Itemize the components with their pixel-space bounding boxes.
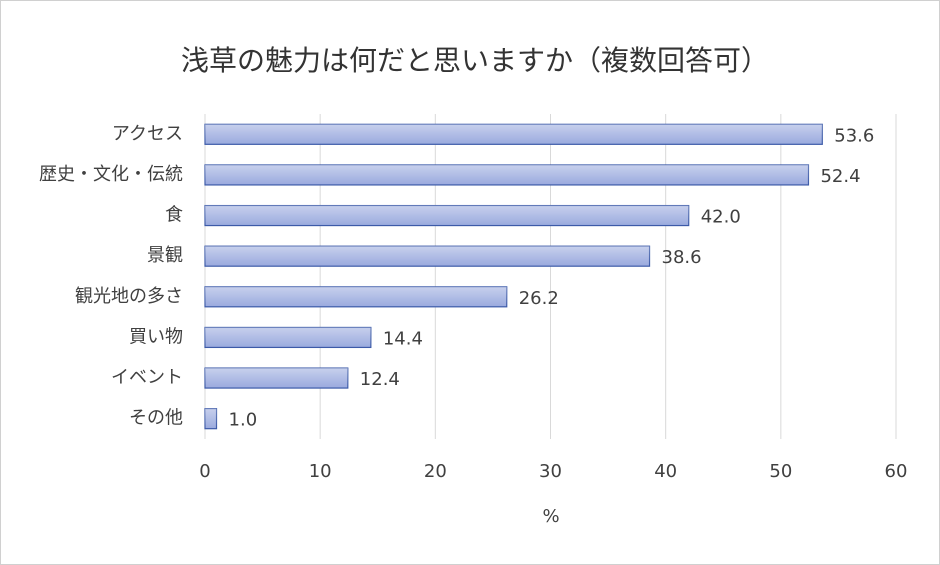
data-label: 42.0: [701, 207, 741, 228]
data-label: 26.2: [519, 288, 559, 309]
bar-shine: [205, 368, 348, 389]
y-tick-label: 観光地の多さ: [75, 286, 183, 307]
y-tick-label: 歴史・文化・伝統: [39, 164, 183, 185]
chart-title: 浅草の魅力は何だと思いますか（複数回答可）: [181, 44, 769, 77]
x-tick-label: 20: [424, 461, 447, 482]
x-tick-label: 50: [769, 461, 792, 482]
bar-shine: [205, 164, 809, 185]
data-label: 12.4: [360, 369, 400, 390]
data-label: 52.4: [820, 166, 860, 187]
data-label: 14.4: [383, 328, 423, 349]
bar-shine: [205, 327, 371, 348]
x-tick-label: 60: [885, 461, 908, 482]
y-tick-label: その他: [129, 408, 183, 429]
x-tick-label: 0: [199, 461, 210, 482]
bar-shine: [205, 205, 689, 226]
data-label: 38.6: [662, 247, 702, 268]
x-tick-label: 10: [309, 461, 332, 482]
bar-shine: [205, 286, 507, 307]
y-tick-label: イベント: [111, 367, 183, 388]
x-tick-label: 30: [539, 461, 562, 482]
x-axis-label: %: [542, 506, 559, 527]
bar-shine: [205, 124, 823, 145]
y-tick-label: 食: [165, 205, 183, 226]
data-label: 53.6: [834, 125, 874, 146]
bar-shine: [205, 246, 650, 267]
data-label: 1.0: [229, 410, 258, 431]
y-tick-label: 買い物: [129, 326, 183, 347]
bars: [204, 123, 823, 430]
x-tick-label: 40: [654, 461, 677, 482]
bar-shine: [205, 408, 217, 429]
y-tick-label: 景観: [147, 245, 183, 266]
y-tick-label: アクセス: [112, 123, 183, 144]
